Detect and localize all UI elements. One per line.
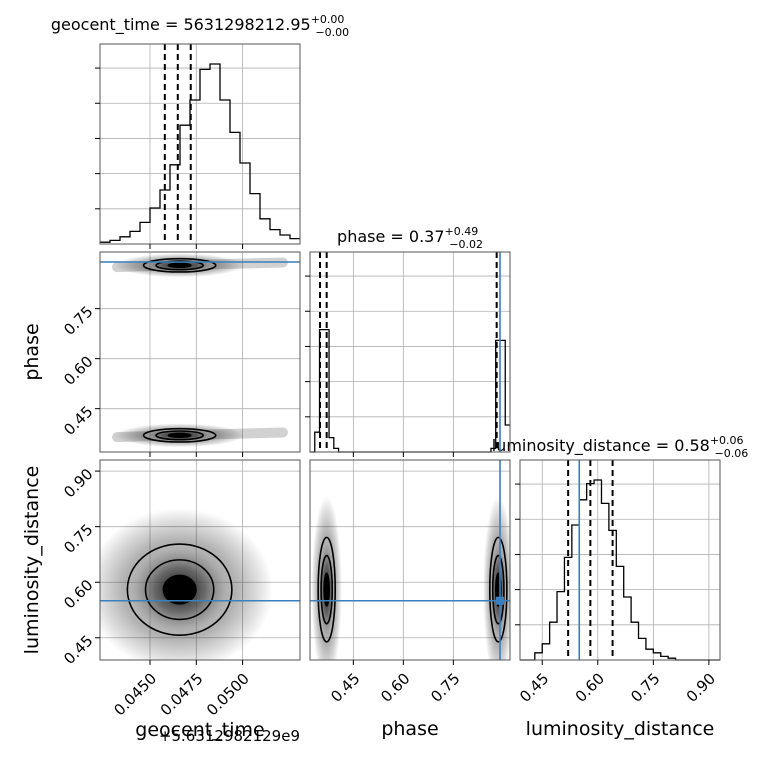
xtick-label-phase: 0.75 bbox=[427, 670, 463, 706]
ytick-label-luminosity_distance: 0.60 bbox=[60, 576, 96, 612]
xtick-label-phase: 0.45 bbox=[327, 670, 363, 706]
panel-frame bbox=[99, 43, 301, 245]
ytick-label-luminosity_distance: 0.90 bbox=[60, 465, 96, 501]
band-0-contour-mid bbox=[155, 430, 204, 441]
title-luminosity_distance: luminosity_distance = 0.58+0.06 −0.06 bbox=[492, 434, 749, 460]
strip-1-contour-mid bbox=[491, 554, 505, 625]
panel-hist-phase bbox=[310, 252, 510, 453]
xtick-label-luminosity_distance: 0.45 bbox=[516, 670, 552, 706]
panel-2d-phase-luminosity_distance bbox=[310, 460, 510, 660]
band-1-contour-mid bbox=[155, 260, 204, 271]
xtick-label-phase: 0.60 bbox=[377, 670, 413, 706]
band-0-core bbox=[167, 432, 192, 439]
panel-hist-geocent_time bbox=[100, 44, 300, 244]
blob-time-dist-core bbox=[162, 574, 197, 605]
xlabel-geocent_time: geocent_time bbox=[135, 719, 264, 741]
blob-time-dist-contour-outer bbox=[126, 543, 233, 637]
xtick-label-luminosity_distance: 0.90 bbox=[683, 670, 719, 706]
panel-2d-geocent_time-luminosity_distance bbox=[100, 460, 300, 660]
panel-frame bbox=[99, 459, 301, 661]
title-phase: phase = 0.37+0.49 −0.02 bbox=[337, 225, 483, 251]
xtick-label-luminosity_distance: 0.60 bbox=[572, 670, 608, 706]
band-1-core bbox=[167, 262, 192, 269]
xtick-label-geocent_time: 0.0475 bbox=[157, 670, 207, 720]
band-1-contour-outer bbox=[142, 257, 217, 273]
panel-frame bbox=[309, 459, 511, 661]
title-geocent_time: geocent_time = 5631298212.95+0.00 −0.00 bbox=[51, 13, 349, 39]
panel-frames bbox=[95, 43, 721, 665]
offset-text-geocent_time: +5.6312982129e9 bbox=[159, 727, 300, 745]
band-0-contour-outer bbox=[142, 427, 217, 443]
hist-step-luminosity_distance bbox=[520, 479, 720, 661]
ytick-label-luminosity_distance: 0.45 bbox=[60, 632, 96, 668]
hist-step-geocent_time bbox=[100, 63, 300, 243]
hist-step-phase bbox=[310, 328, 510, 453]
xtick-label-luminosity_distance: 0.75 bbox=[627, 670, 663, 706]
strip-0-core bbox=[323, 572, 330, 607]
panel-hist-luminosity_distance bbox=[520, 460, 720, 661]
xlabel-luminosity_distance: luminosity_distance bbox=[526, 718, 715, 740]
panel-frame bbox=[99, 251, 301, 453]
xlabel-phase: phase bbox=[381, 718, 438, 740]
strip-0-contour-mid bbox=[320, 554, 334, 625]
ytick-label-phase: 0.45 bbox=[60, 402, 96, 438]
ytick-label-luminosity_distance: 0.75 bbox=[60, 520, 96, 556]
panel-2d-geocent_time-phase bbox=[100, 252, 300, 452]
ylabel-phase: phase bbox=[21, 323, 43, 380]
xtick-label-geocent_time: 0.0450 bbox=[110, 670, 160, 720]
panel-frame bbox=[309, 251, 511, 453]
xtick-label-geocent_time: 0.0500 bbox=[203, 670, 253, 720]
ylabel-luminosity_distance: luminosity_distance bbox=[21, 466, 43, 655]
truth-marker bbox=[496, 596, 504, 605]
strip-1-contour-outer bbox=[488, 536, 508, 643]
panel-frame bbox=[519, 459, 721, 661]
ytick-label-phase: 0.75 bbox=[60, 302, 96, 338]
blob-time-dist-contour-mid bbox=[144, 559, 215, 621]
ytick-label-phase: 0.60 bbox=[60, 352, 96, 388]
strip-0-contour-outer bbox=[317, 536, 337, 643]
